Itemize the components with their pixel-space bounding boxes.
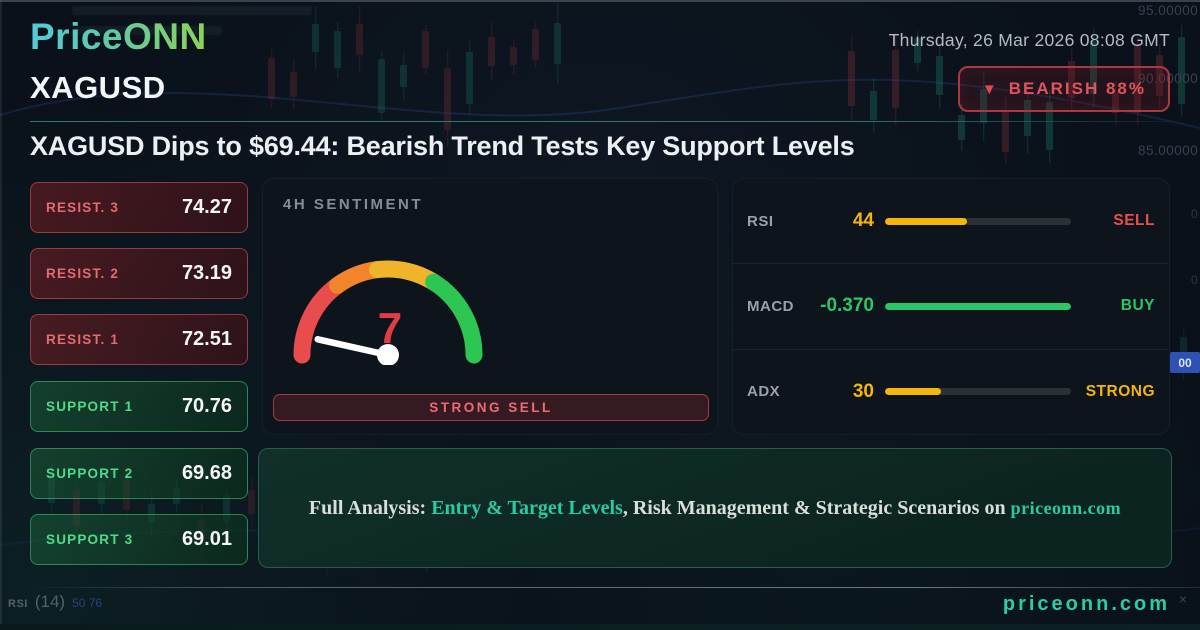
level-label: SUPPORT 3 <box>46 532 134 547</box>
banner-link-entry-target-levels[interactable]: Entry & Target Levels <box>431 496 623 519</box>
banner-middle: , Risk Management & Strategic Scenarios … <box>622 496 1011 519</box>
price-axis-label: 95.00000 <box>1138 3 1199 18</box>
full-analysis-banner: Full Analysis: Entry & Target Levels, Ri… <box>258 448 1172 568</box>
indicator-value: 44 <box>852 210 874 232</box>
indicator-bar-track <box>885 217 1071 225</box>
brand-logo: PriceONN <box>30 16 207 57</box>
level-value: 69.68 <box>181 462 232 484</box>
banner-prefix: Full Analysis: <box>308 496 432 519</box>
level-value: 72.51 <box>181 328 232 350</box>
gauge-segment-red <box>293 276 346 364</box>
rsi-indicator-values: 50 76 <box>72 596 103 610</box>
window-top-edge <box>0 0 1200 2</box>
signal-badge: ▼ BEARISH 88% <box>957 66 1170 112</box>
price-axis-label: 0 <box>1191 273 1198 287</box>
level-label: RESIST. 3 <box>46 200 120 215</box>
level-value: 70.76 <box>181 395 232 417</box>
support-level-row: SUPPORT 2 69.68 <box>30 448 248 499</box>
gauge-segment-green <box>425 273 483 364</box>
indicator-bar-fill <box>885 217 967 225</box>
window-bottom-edge <box>0 624 1200 630</box>
banner-site-link[interactable]: priceonn.com <box>1010 497 1122 518</box>
indicators-panel: RSI 44 SELL MACD -0.370 BUY ADX 30 STRON… <box>732 178 1170 435</box>
level-label: RESIST. 2 <box>46 266 120 281</box>
gauge-hub <box>377 344 399 365</box>
down-triangle-icon: ▼ <box>981 80 997 98</box>
indicator-bar-track <box>885 388 1071 396</box>
level-value: 69.01 <box>181 528 232 550</box>
date-time: Thursday, 26 Mar 2026 08:08 GMT <box>888 30 1170 50</box>
signal-badge-label: BEARISH 88% <box>1008 79 1146 98</box>
indicator-status: BUY <box>1120 297 1155 315</box>
close-icon: × <box>1178 591 1187 607</box>
sentiment-gauge: 7 <box>293 260 483 365</box>
indicator-status: STRONG <box>1085 382 1155 400</box>
indicator-value: 30 <box>852 380 874 402</box>
indicator-bar-track <box>885 302 1071 310</box>
indicator-row-rsi: RSI 44 SELL <box>733 179 1169 263</box>
level-label: SUPPORT 2 <box>46 466 134 481</box>
level-label: SUPPORT 1 <box>46 399 134 414</box>
instrument-symbol: XAGUSD <box>30 70 166 105</box>
sentiment-card: 4H SENTIMENT 7 STRONG SELL <box>262 178 718 435</box>
faint-ohlc-text <box>72 6 312 15</box>
sentiment-title: 4H SENTIMENT <box>283 196 424 213</box>
resistance-level-row: RESIST. 3 74.27 <box>30 182 248 233</box>
chart-pane-divider <box>30 587 1200 588</box>
header-divider <box>30 121 1170 122</box>
sentiment-verdict-button[interactable]: STRONG SELL <box>273 394 709 421</box>
level-label: RESIST. 1 <box>46 332 120 347</box>
current-price-chip: 00 <box>1170 352 1200 373</box>
price-axis-label: 0 <box>1191 207 1198 221</box>
rsi-indicator-name: RSI <box>8 598 28 610</box>
footer-site-link[interactable]: priceonn.com <box>1002 593 1170 615</box>
indicator-bar-fill <box>885 302 1071 310</box>
indicator-bar-fill <box>885 388 941 396</box>
indicator-label: MACD <box>747 297 794 315</box>
rsi-pane-label: RSI (14) 50 76 <box>8 592 102 612</box>
indicator-label: RSI <box>747 212 774 230</box>
banner-text: Full Analysis: Entry & Target Levels, Ri… <box>309 497 1121 520</box>
level-value: 73.19 <box>181 262 232 284</box>
rsi-indicator-period: (14) <box>34 592 66 611</box>
indicator-row-adx: ADX 30 STRONG <box>733 348 1169 434</box>
indicator-value: -0.370 <box>820 295 874 317</box>
indicator-status: SELL <box>1113 212 1155 230</box>
indicator-row-macd: MACD -0.370 BUY <box>733 263 1169 348</box>
resistance-level-row: RESIST. 1 72.51 <box>30 314 248 365</box>
support-level-row: SUPPORT 1 70.76 <box>30 381 248 432</box>
gauge-segment-amber <box>369 260 443 291</box>
price-axis-label: 85.00000 <box>1138 143 1199 158</box>
headline: XAGUSD Dips to $69.44: Bearish Trend Tes… <box>30 131 855 161</box>
indicator-label: ADX <box>747 383 781 401</box>
resistance-level-row: RESIST. 2 73.19 <box>30 248 248 299</box>
level-value: 74.27 <box>181 196 232 218</box>
window-left-edge <box>0 0 2 630</box>
gauge-needle <box>314 336 392 359</box>
support-level-row: SUPPORT 3 69.01 <box>30 514 248 565</box>
